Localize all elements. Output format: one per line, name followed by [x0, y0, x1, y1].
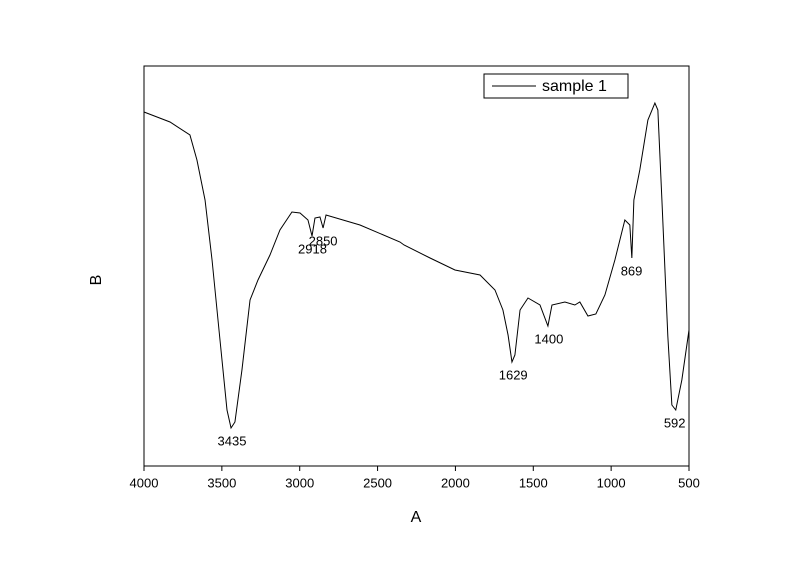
peak-label: 3435 — [218, 433, 247, 448]
plot-frame — [143, 65, 690, 467]
x-tick-label: 500 — [678, 475, 700, 490]
x-tick-label: 3500 — [207, 475, 236, 490]
peak-label: 2850 — [309, 233, 338, 248]
x-tick-label: 3000 — [285, 475, 314, 490]
series-line — [143, 101, 690, 430]
x-tick-label: 1000 — [597, 475, 626, 490]
peak-label: 592 — [664, 415, 686, 430]
x-tick-label: 2000 — [441, 475, 470, 490]
x-tick-label: 2500 — [363, 475, 392, 490]
peak-label: 1629 — [499, 367, 528, 382]
peak-label: 869 — [621, 263, 643, 278]
x-tick-label: 1500 — [519, 475, 548, 490]
legend-label: sample 1 — [542, 78, 607, 95]
peak-label: 2918 — [298, 241, 327, 256]
x-axis-label: A — [411, 509, 422, 526]
y-axis-label: B — [88, 275, 105, 286]
peak-label: 1400 — [534, 331, 563, 346]
x-tick-label: 4000 — [130, 475, 159, 490]
